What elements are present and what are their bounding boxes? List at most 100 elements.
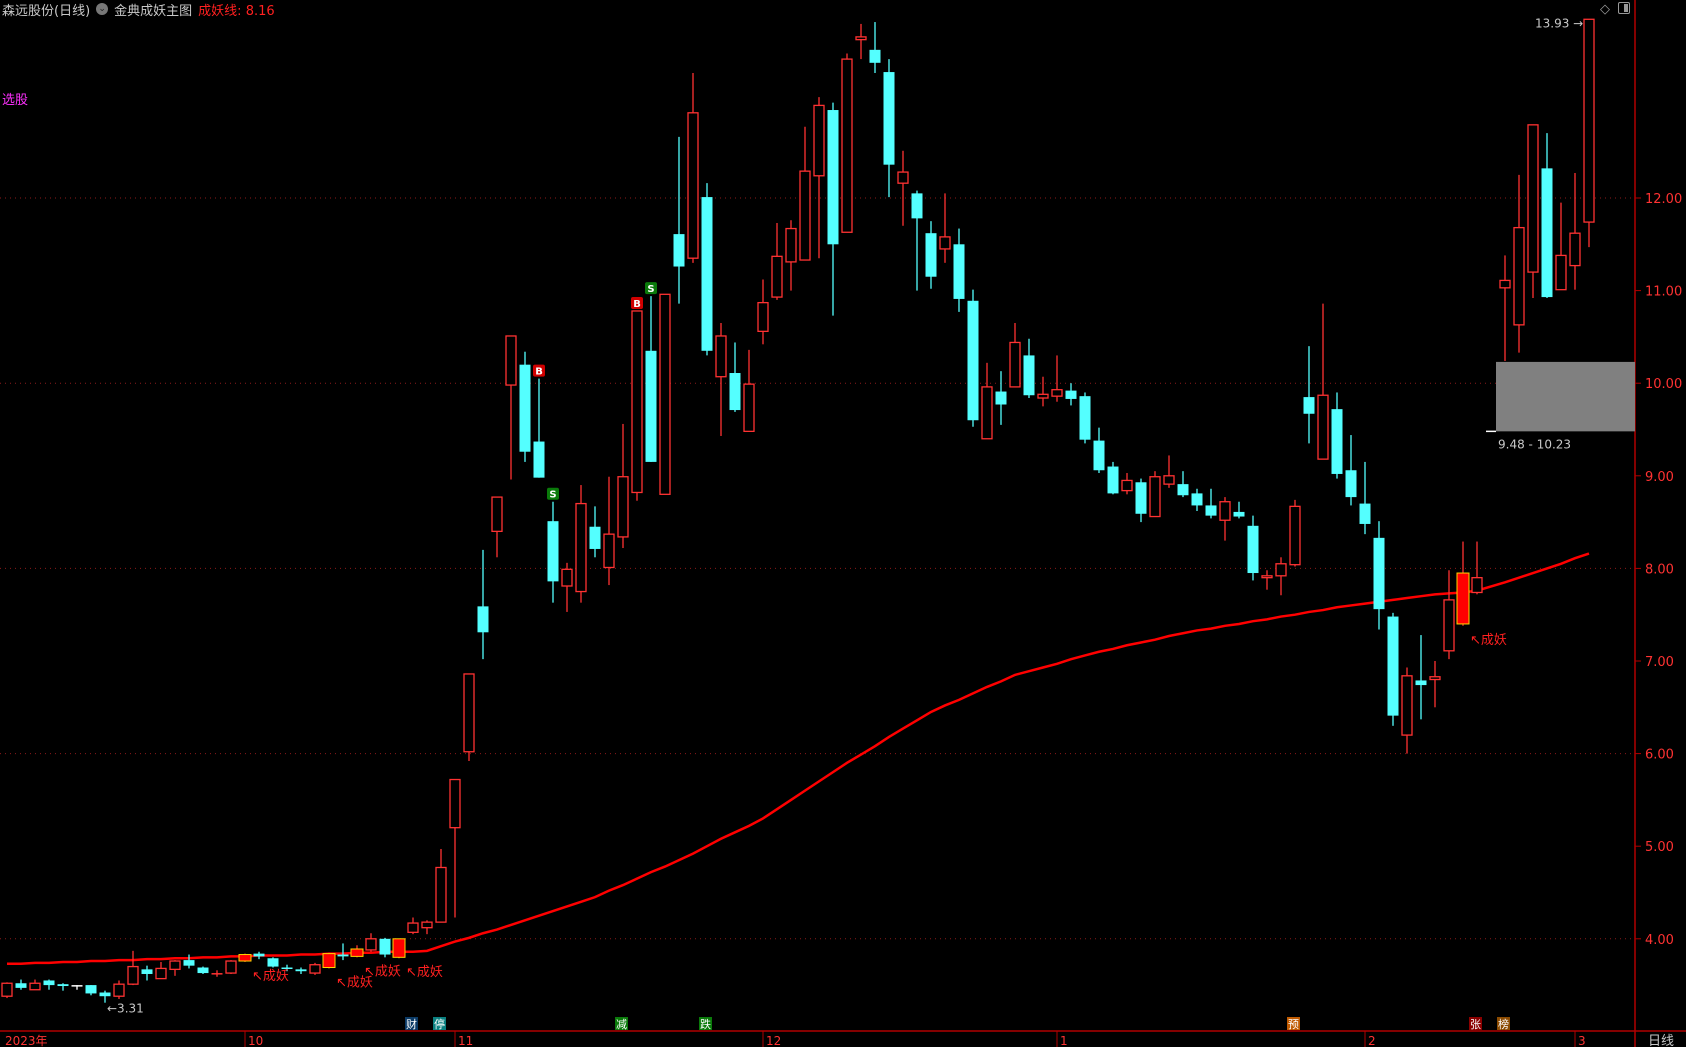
candle-body-down bbox=[71, 985, 83, 987]
candle-body-up bbox=[687, 112, 699, 259]
candle-body-up bbox=[505, 335, 517, 386]
candle-body-up bbox=[1149, 476, 1161, 518]
candle-body-down bbox=[1065, 390, 1077, 399]
candle-body-up bbox=[1555, 254, 1567, 291]
candle-body-up bbox=[631, 310, 643, 494]
candle-body-up bbox=[561, 568, 573, 587]
candle-body-flagged bbox=[392, 938, 406, 958]
signal-label: S bbox=[647, 284, 654, 295]
signal-label: S bbox=[549, 490, 556, 501]
candle-body-down bbox=[1177, 484, 1189, 496]
event-tag bbox=[405, 1017, 418, 1030]
candle-body-up bbox=[29, 982, 41, 991]
candle-body-up bbox=[981, 386, 993, 440]
candle-body-down bbox=[57, 984, 69, 987]
event-tag bbox=[699, 1017, 712, 1030]
high-price-label: 13.93 → bbox=[1535, 16, 1583, 30]
candle-body-down bbox=[827, 110, 839, 245]
indicator-label: 成妖线: bbox=[198, 3, 242, 19]
candle-body-down bbox=[729, 373, 741, 411]
diamond-icon[interactable]: ◇ bbox=[1600, 2, 1610, 17]
period-label: 日线 bbox=[1648, 1034, 1674, 1047]
candle-body-down bbox=[295, 969, 307, 972]
candle-body-down bbox=[533, 441, 545, 478]
candle-body-up bbox=[715, 335, 727, 378]
candle-body-up bbox=[1429, 676, 1441, 681]
candle-body-down bbox=[953, 244, 965, 299]
candle-body-up bbox=[757, 301, 769, 332]
event-tag-label: 财 bbox=[406, 1017, 417, 1031]
candle-body-up bbox=[1527, 124, 1539, 273]
y-tick-label: 5.00 bbox=[1645, 840, 1674, 855]
signal-badge-b bbox=[631, 296, 643, 309]
candle-body-up bbox=[1219, 501, 1231, 521]
candle-body-down bbox=[253, 953, 265, 957]
x-tick-label: 12 bbox=[766, 1034, 781, 1047]
x-tick-label: 11 bbox=[458, 1034, 473, 1047]
candle-body-down bbox=[995, 391, 1007, 405]
candle-body-up bbox=[743, 383, 755, 433]
candle-body-up bbox=[1289, 505, 1301, 566]
chevron-down-circle-icon[interactable]: ⌄ bbox=[96, 3, 109, 15]
candle-body-down bbox=[1345, 470, 1357, 498]
candle-body-up bbox=[463, 673, 475, 753]
candle-body-down bbox=[589, 526, 601, 549]
event-tag bbox=[433, 1017, 446, 1030]
candle-body-up bbox=[127, 965, 139, 985]
flag-label: ↖成妖 bbox=[252, 969, 289, 984]
signal-label: B bbox=[633, 299, 641, 310]
stock-title[interactable]: 森远股份(日线) bbox=[2, 3, 91, 19]
candle-body-up bbox=[113, 983, 125, 997]
event-tag-label: 减 bbox=[616, 1018, 627, 1031]
candle-body-down bbox=[1093, 440, 1105, 471]
candle-body-down bbox=[967, 300, 979, 421]
signal-badge-s bbox=[547, 487, 559, 500]
x-tick-label: 3 bbox=[1578, 1034, 1586, 1047]
candle-body-flagged bbox=[238, 954, 252, 962]
y-tick-label: 9.00 bbox=[1645, 470, 1674, 485]
x-tick-label: 2023年 bbox=[5, 1034, 48, 1047]
candle-body-down bbox=[1205, 505, 1217, 516]
candle-body-down bbox=[1373, 537, 1385, 610]
candle-body-up bbox=[617, 476, 629, 538]
candle-body-up bbox=[603, 533, 615, 569]
candle-body-up bbox=[1499, 279, 1511, 289]
event-tag bbox=[1497, 1017, 1510, 1030]
signal-badge-b bbox=[533, 364, 545, 377]
event-tag-label: 停 bbox=[434, 1017, 445, 1031]
candle-body-up bbox=[1471, 577, 1483, 594]
signal-label: B bbox=[535, 367, 543, 378]
candle-body-up bbox=[365, 938, 377, 951]
candle-body-down bbox=[645, 350, 657, 462]
candle-body-up bbox=[1569, 232, 1581, 267]
indicator-name[interactable]: 金典成妖主图 bbox=[114, 3, 193, 19]
event-tag-label: 张 bbox=[1470, 1018, 1481, 1031]
candle-body-down bbox=[1387, 616, 1399, 716]
candle-body-down bbox=[1541, 168, 1553, 298]
candle-body-up bbox=[491, 496, 503, 533]
y-tick-label: 8.00 bbox=[1645, 562, 1674, 577]
candle-body-up bbox=[435, 866, 447, 923]
candle-body-down bbox=[519, 364, 531, 452]
candle-body-down bbox=[211, 973, 223, 975]
screener-label[interactable]: 选股 bbox=[2, 93, 29, 108]
candle-body-down bbox=[15, 983, 27, 988]
candle-body-up bbox=[1443, 599, 1455, 652]
candle-body-up bbox=[407, 922, 419, 933]
candle-body-down bbox=[43, 980, 55, 986]
y-tick-label: 10.00 bbox=[1645, 377, 1682, 392]
candle-body-up bbox=[1261, 575, 1273, 579]
flag-label: ↖成妖 bbox=[364, 964, 401, 979]
candle-body-down bbox=[183, 960, 195, 966]
candle-body-up bbox=[841, 58, 853, 233]
candle-body-down bbox=[1415, 680, 1427, 686]
signal-badge-s bbox=[645, 282, 657, 295]
candle-body-down bbox=[1135, 482, 1147, 514]
zone-label: 9.48 - 10.23 bbox=[1498, 437, 1571, 451]
event-tag bbox=[1287, 1017, 1300, 1030]
candle-body-flagged bbox=[1456, 572, 1470, 625]
panel-toggle-icon[interactable] bbox=[1618, 2, 1630, 14]
candle-body-up bbox=[1, 982, 13, 997]
candle-body-down bbox=[1303, 397, 1315, 414]
